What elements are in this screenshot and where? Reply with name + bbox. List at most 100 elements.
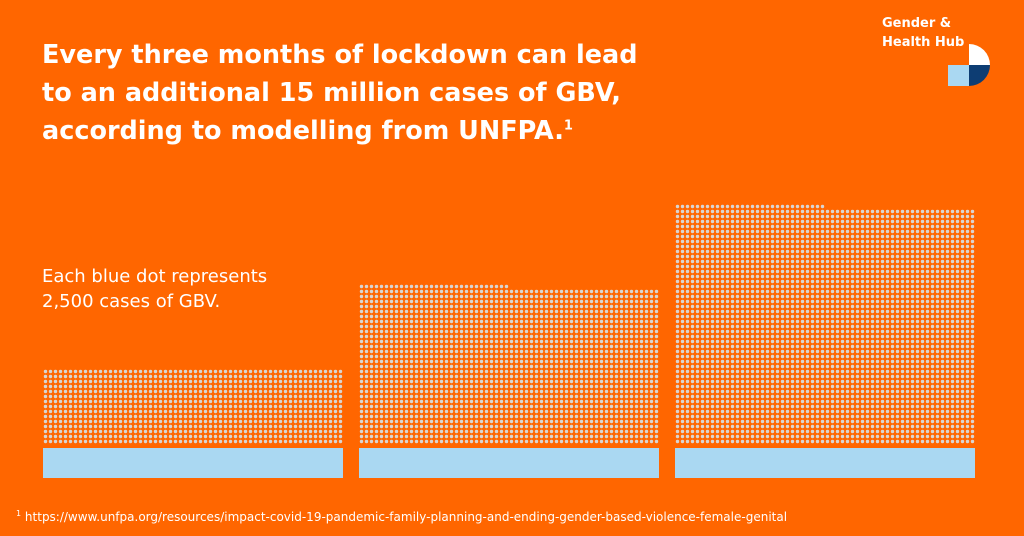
bar-2-dot [369, 314, 374, 319]
bar-3-dot [910, 309, 915, 314]
bar-1-dot [143, 419, 148, 424]
bar-3-dot [750, 394, 755, 399]
bar-3-dot [780, 409, 785, 414]
bar-2-dot [574, 359, 579, 364]
bar-3-dot [790, 274, 795, 279]
bar-2-dot [384, 429, 389, 434]
bar-3-dot [720, 344, 725, 349]
bar-2-dot [594, 304, 599, 309]
bar-1-dot [328, 389, 333, 394]
bar-3-dot [950, 389, 955, 394]
bar-3-dot [740, 434, 745, 439]
bar-3-dot [795, 434, 800, 439]
bar-2-dot [589, 424, 594, 429]
bar-1-dot [178, 389, 183, 394]
bar-2-dot [494, 289, 499, 294]
bar-2-dot [414, 434, 419, 439]
bar-3-dot [700, 299, 705, 304]
bar-3-dot [945, 419, 950, 424]
bar-1-dot [58, 389, 63, 394]
bar-3-dot [840, 424, 845, 429]
bar-3-dot [760, 409, 765, 414]
bar-3-dot [805, 339, 810, 344]
bar-3-dot [865, 319, 870, 324]
bar-3-dot [830, 409, 835, 414]
bar-3-dot [955, 294, 960, 299]
bar-3-dot [745, 424, 750, 429]
bar-3-dot [910, 349, 915, 354]
bar-3-dot [875, 289, 880, 294]
bar-1-dot [328, 384, 333, 389]
bar-2-dot [494, 364, 499, 369]
bar-2-dot [499, 354, 504, 359]
bar-3-dot [775, 439, 780, 444]
bar-1-dot [118, 379, 123, 384]
bar-2-dot [594, 374, 599, 379]
bar-2-dot [419, 394, 424, 399]
bar-1-dot [233, 369, 238, 374]
bar-3-dot [760, 424, 765, 429]
bar-2-dot [609, 434, 614, 439]
bar-3-dot [760, 269, 765, 274]
bar-3-dot [755, 274, 760, 279]
bar-2-dot [554, 319, 559, 324]
bar-2-dot [599, 419, 604, 424]
bar-3-dot [705, 419, 710, 424]
bar-3-dot [905, 284, 910, 289]
bar-3-dot [750, 334, 755, 339]
bar-3-dot [785, 404, 790, 409]
bar-2-dot [644, 309, 649, 314]
bar-2-dot [584, 364, 589, 369]
bar-3-dot [715, 279, 720, 284]
bar-3-dot [915, 269, 920, 274]
bar-3-dot [850, 434, 855, 439]
bar-3-dot [770, 289, 775, 294]
bar-3-dot [720, 419, 725, 424]
bar-1-dot [293, 369, 298, 374]
bar-2-dot [369, 339, 374, 344]
bar-3-dot [760, 294, 765, 299]
bar-2-dot [369, 329, 374, 334]
bar-2-dot [419, 324, 424, 329]
bar-3-dot [805, 394, 810, 399]
bar-3-dot [965, 374, 970, 379]
bar-2-dot [524, 359, 529, 364]
bar-2-dot [614, 409, 619, 414]
bar-3-dot [735, 329, 740, 334]
bar-2-dot [594, 409, 599, 414]
bar-3-dot [860, 269, 865, 274]
bar-3-dot [875, 324, 880, 329]
bar-2-dot [484, 424, 489, 429]
bar-1-dot [68, 394, 73, 399]
bar-3-dot [825, 399, 830, 404]
bar-2-dot [469, 299, 474, 304]
bar-3-dot [740, 409, 745, 414]
bar-1-dot [43, 374, 48, 379]
bar-3-dot [890, 424, 895, 429]
bar-1-dot [323, 374, 328, 379]
bar-1-dot [188, 414, 193, 419]
bar-3-dot [955, 314, 960, 319]
bar-2-dot [434, 404, 439, 409]
bar-3-dot [805, 434, 810, 439]
bar-2-dot [544, 434, 549, 439]
bar-2-dot [374, 339, 379, 344]
bar-3-dot [770, 399, 775, 404]
bar-1-dot [143, 429, 148, 434]
bar-3-dot [875, 379, 880, 384]
bar-3-dot [675, 334, 680, 339]
bar-2-dot [554, 364, 559, 369]
bar-2-dot [519, 389, 524, 394]
bar-3-dot [730, 374, 735, 379]
bar-2-dot [649, 429, 654, 434]
bar-3-dot [675, 269, 680, 274]
bar-2-dot [379, 429, 384, 434]
bar-1-dot [243, 394, 248, 399]
bar-2-dot [379, 324, 384, 329]
bar-2-dot [579, 349, 584, 354]
bar-2-dot [379, 394, 384, 399]
bar-2-dot [389, 369, 394, 374]
bar-3-dot [790, 399, 795, 404]
bar-3-dot [685, 434, 690, 439]
bar-3-dot [855, 399, 860, 404]
